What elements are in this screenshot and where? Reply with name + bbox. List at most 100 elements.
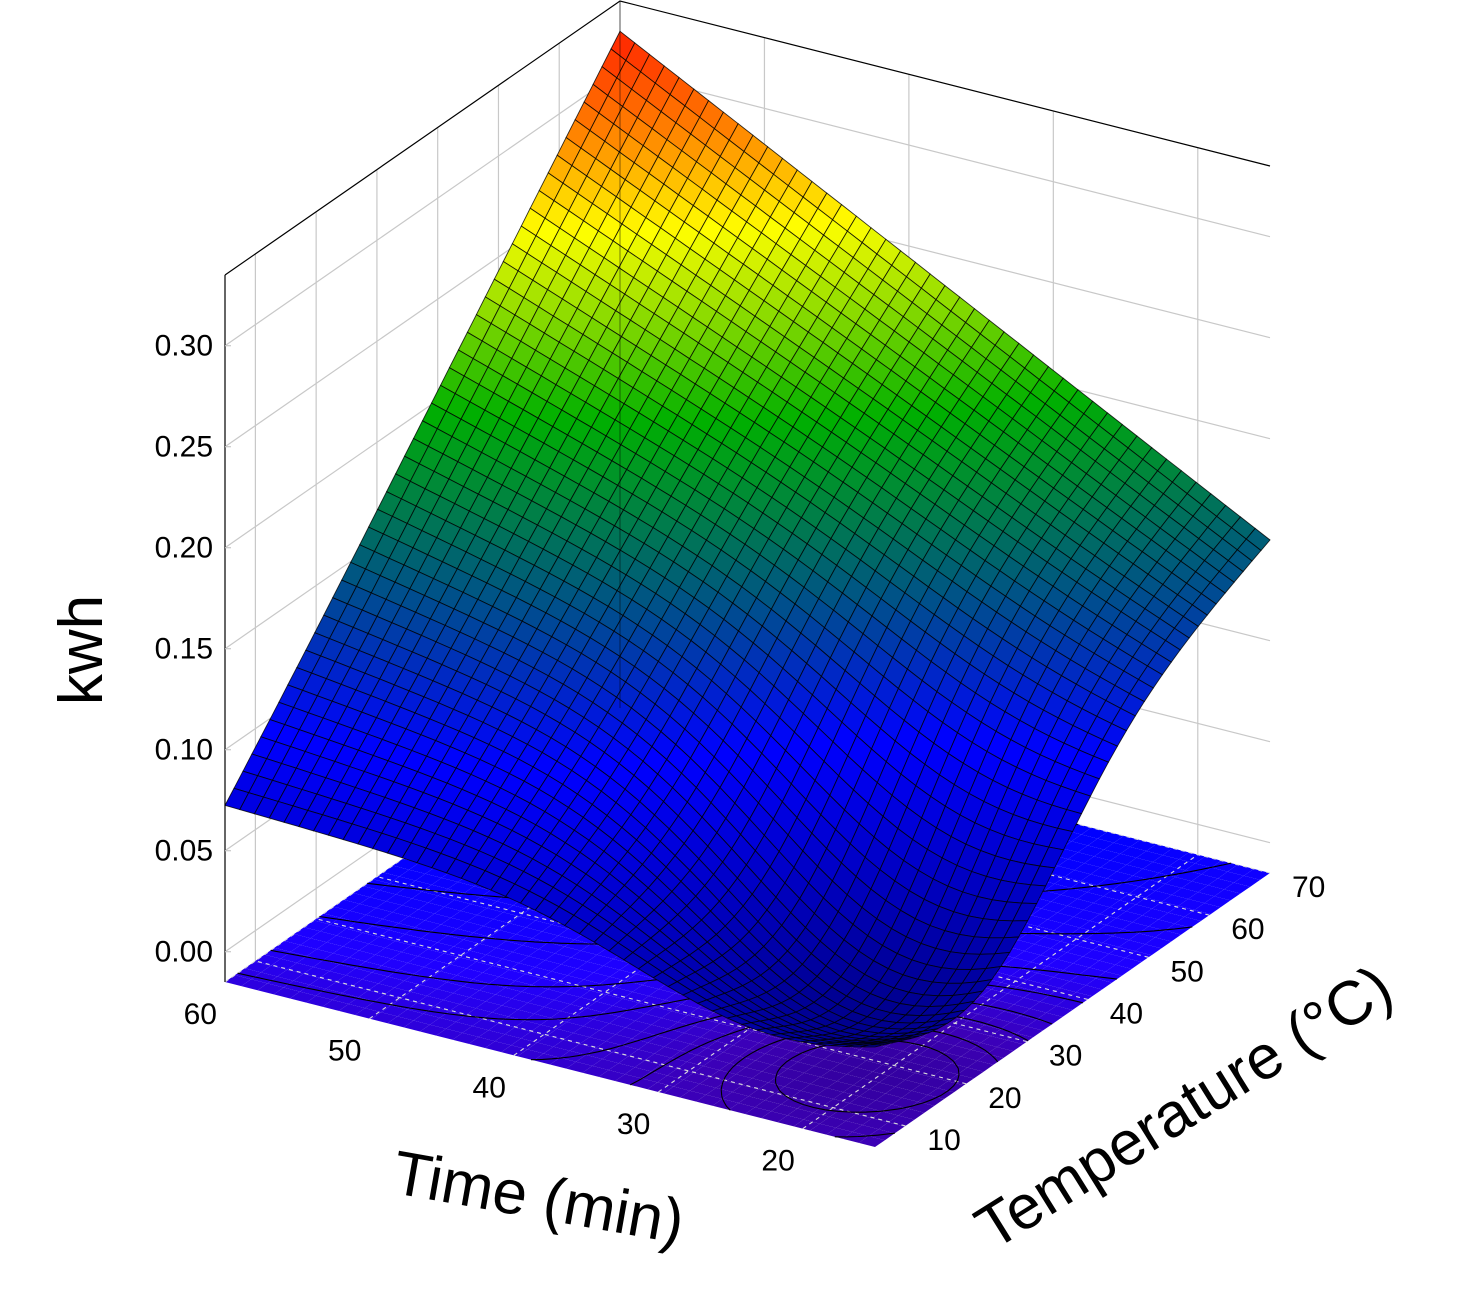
floor-cell [1018, 933, 1045, 945]
floor-cell [722, 1092, 749, 1103]
floor-cell [403, 1020, 430, 1032]
floor-cell [504, 1027, 531, 1039]
floor-cell [934, 1052, 961, 1064]
floor-cell [492, 958, 519, 970]
top-frame-line [224, 0, 1271, 276]
floor-cell [411, 938, 438, 950]
floor-cell [1204, 896, 1231, 908]
floor-cell [1145, 937, 1172, 949]
floor-cell [694, 1019, 721, 1031]
floor-cell [443, 993, 470, 1005]
tick-label-layer: 0.00 0.05 0.10 0.15 0.20 0.25 0.30 20 30 40 50 60 10… [155, 330, 1326, 1178]
floor-cell [586, 1001, 613, 1013]
floor-cell [582, 1065, 609, 1077]
floor-cell [787, 1108, 814, 1120]
floor-cell [424, 960, 451, 972]
floor-cell [573, 979, 600, 991]
floor-cell [1105, 964, 1132, 976]
floor-cell [560, 1004, 587, 1016]
floor-cell [696, 1048, 723, 1060]
floor-cell [1010, 1015, 1037, 1027]
floor-cell [244, 961, 271, 973]
floor-cell [1056, 952, 1083, 964]
floor-cell [290, 991, 317, 1003]
floor-cell [1044, 883, 1071, 895]
floor-cell [408, 909, 435, 921]
floor-cell [580, 990, 607, 1002]
floor-cell [1030, 955, 1057, 967]
floor-cell [475, 1001, 502, 1013]
floor-cell [624, 1067, 651, 1079]
floor-cell [879, 1075, 906, 1087]
floor-cell [1066, 945, 1093, 957]
floor-cell [728, 1103, 755, 1114]
floor-cell [908, 1055, 935, 1067]
floor-cell [1059, 981, 1086, 993]
floor-cell [902, 1044, 929, 1056]
floor-cell [518, 1002, 545, 1014]
floor-cell [1142, 862, 1169, 873]
floor-cell [410, 984, 437, 996]
floor-cell [603, 959, 630, 970]
floor-cell [527, 1042, 554, 1054]
floor-cell [470, 943, 497, 955]
floor-cell [1061, 841, 1088, 853]
floor-cell [381, 958, 408, 970]
floor-cell [723, 1045, 750, 1057]
floor-cell [1043, 977, 1070, 988]
z-tick-label: 0.10 [155, 734, 213, 767]
floor-cell [606, 987, 633, 999]
floor-cell [553, 1039, 580, 1051]
floor-cell [509, 916, 536, 928]
floor-cell [336, 928, 363, 940]
floor-cell [608, 1063, 635, 1075]
floor-cell [1087, 838, 1114, 850]
floor-cell [777, 1115, 804, 1127]
floor-cell [1119, 940, 1146, 952]
floor-cell [1064, 870, 1091, 882]
floor-cell [287, 962, 314, 974]
floor-cell [855, 1107, 882, 1119]
floor-cell [486, 947, 513, 959]
floor-cell [1135, 897, 1162, 909]
floor-cell [346, 921, 373, 933]
floor-cell [1113, 835, 1140, 847]
floor-cell [1224, 882, 1251, 894]
floor-cell [997, 993, 1024, 1005]
floor-cell [690, 1037, 717, 1049]
z-tick-label: 0.30 [155, 330, 213, 363]
floor-cell [413, 1013, 440, 1025]
floor-cell [387, 1016, 414, 1028]
floor-cell [1004, 1004, 1031, 1016]
floor-cell [719, 1063, 746, 1075]
floor-cell [764, 1093, 791, 1105]
floor-cell [349, 950, 376, 962]
floor-cell [397, 1009, 424, 1021]
floor-cell [342, 939, 369, 951]
floor-cell [570, 997, 597, 1009]
floor-cell [1198, 885, 1225, 897]
floor-cell [502, 952, 529, 963]
floor-cell [428, 895, 455, 907]
floor-cell [1103, 889, 1130, 901]
floor-cell [332, 993, 359, 1004]
floor-cell [898, 1062, 925, 1073]
floor-cell [1102, 936, 1129, 947]
floor-cell [1234, 875, 1261, 887]
floor-cell [658, 1028, 685, 1040]
floor-cell [771, 1104, 798, 1116]
floor-cell [1047, 912, 1074, 924]
floor-cell [534, 1006, 561, 1018]
floor-cell [1034, 937, 1061, 949]
floor-cell [1063, 916, 1090, 928]
floor-cell [1169, 859, 1196, 871]
floor-cell [496, 941, 523, 952]
floor-cell [398, 962, 425, 974]
floor-cell [430, 971, 457, 983]
floor-cell [664, 1039, 691, 1051]
floor-cell [1099, 953, 1126, 965]
floor-cell [615, 1027, 642, 1039]
floor-cell [739, 1049, 766, 1061]
floor-cell [306, 949, 333, 961]
floor-cell [362, 925, 389, 937]
